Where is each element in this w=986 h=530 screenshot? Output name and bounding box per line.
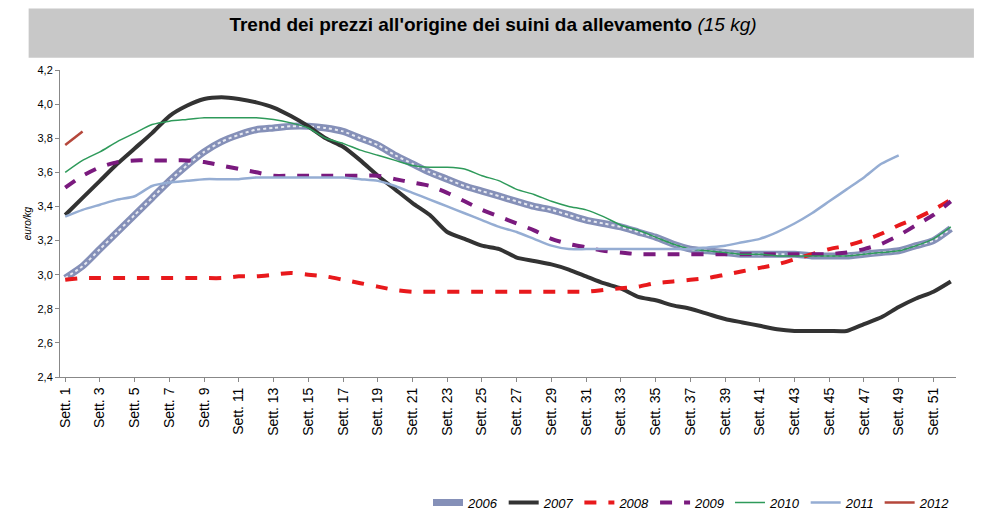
svg-text:Sett. 13: Sett. 13 xyxy=(265,387,281,435)
svg-text:Sett. 37: Sett. 37 xyxy=(682,387,698,435)
svg-text:4,2: 4,2 xyxy=(38,64,53,76)
svg-text:2007: 2007 xyxy=(543,496,574,511)
svg-text:euro/kg: euro/kg xyxy=(22,206,33,240)
svg-text:2009: 2009 xyxy=(694,496,724,511)
svg-text:Sett. 5: Sett. 5 xyxy=(126,387,142,428)
svg-text:3,2: 3,2 xyxy=(38,234,53,246)
svg-text:Sett. 23: Sett. 23 xyxy=(439,387,455,435)
svg-text:2,4: 2,4 xyxy=(38,371,53,383)
svg-text:Sett. 7: Sett. 7 xyxy=(161,387,177,428)
svg-text:Sett. 19: Sett. 19 xyxy=(369,387,385,435)
svg-text:2008: 2008 xyxy=(618,496,649,511)
svg-text:4,0: 4,0 xyxy=(38,98,53,110)
svg-text:Sett. 51: Sett. 51 xyxy=(925,387,941,435)
svg-text:Sett. 25: Sett. 25 xyxy=(474,387,490,435)
svg-text:Sett. 45: Sett. 45 xyxy=(821,387,837,435)
svg-text:2,6: 2,6 xyxy=(38,337,53,349)
svg-text:Sett. 17: Sett. 17 xyxy=(335,387,351,435)
svg-text:Sett. 21: Sett. 21 xyxy=(404,387,420,435)
svg-text:Sett. 27: Sett. 27 xyxy=(508,387,524,435)
svg-text:Sett. 47: Sett. 47 xyxy=(856,387,872,435)
svg-text:Sett. 3: Sett. 3 xyxy=(91,387,107,428)
svg-text:Sett. 43: Sett. 43 xyxy=(786,387,802,435)
svg-text:2011: 2011 xyxy=(845,496,874,511)
svg-text:Sett. 29: Sett. 29 xyxy=(543,387,559,435)
svg-text:Sett. 31: Sett. 31 xyxy=(578,387,594,435)
svg-text:Sett. 11: Sett. 11 xyxy=(230,387,246,434)
svg-text:2,8: 2,8 xyxy=(38,303,53,315)
svg-text:2010: 2010 xyxy=(769,496,800,511)
svg-text:Sett. 35: Sett. 35 xyxy=(647,387,663,435)
svg-text:Sett. 15: Sett. 15 xyxy=(300,387,316,435)
svg-text:3,6: 3,6 xyxy=(38,166,53,178)
svg-text:2006: 2006 xyxy=(467,496,498,511)
svg-text:Sett. 39: Sett. 39 xyxy=(717,387,733,435)
svg-text:3,8: 3,8 xyxy=(38,132,53,144)
svg-text:3,4: 3,4 xyxy=(38,200,53,212)
svg-text:Sett. 9: Sett. 9 xyxy=(196,387,212,428)
svg-text:Trend dei prezzi all'origine d: Trend dei prezzi all'origine dei suini d… xyxy=(229,14,756,35)
svg-text:Sett. 33: Sett. 33 xyxy=(612,387,628,435)
svg-text:Sett. 1: Sett. 1 xyxy=(57,387,73,428)
svg-text:2012: 2012 xyxy=(919,496,950,511)
svg-text:Sett. 49: Sett. 49 xyxy=(890,387,906,435)
svg-text:3,0: 3,0 xyxy=(38,269,53,281)
svg-text:Sett. 41: Sett. 41 xyxy=(751,387,767,435)
